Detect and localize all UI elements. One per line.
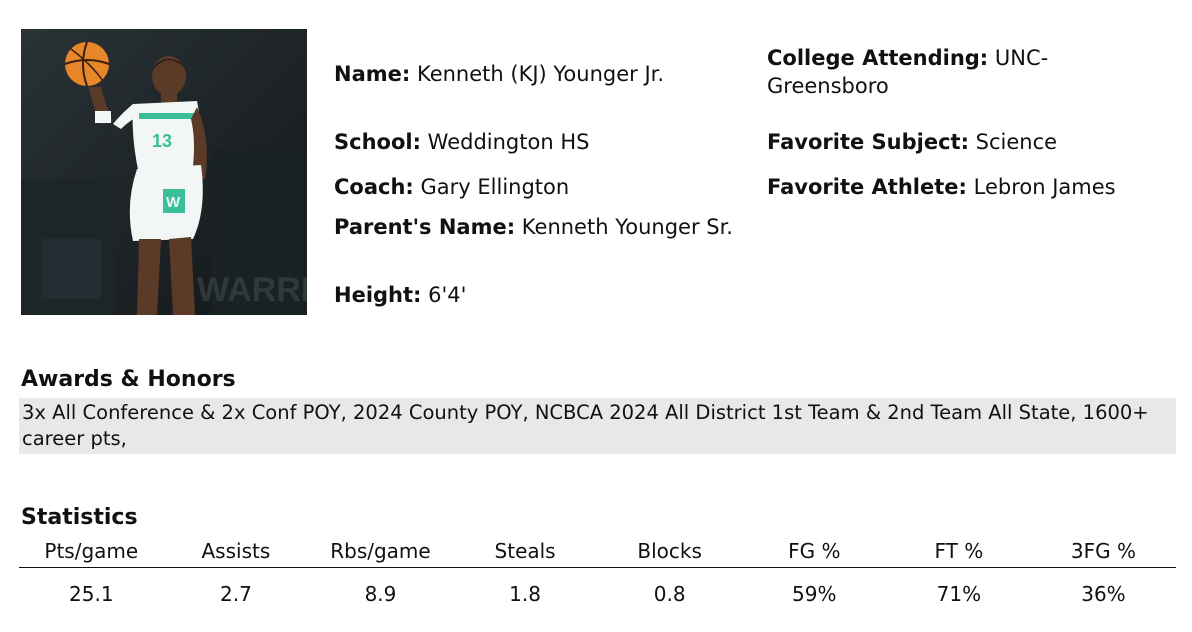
awards-title: Awards & Honors bbox=[21, 367, 236, 392]
stat-header-assists: Assists bbox=[201, 539, 271, 563]
stat-value-ft: 71% bbox=[936, 582, 982, 606]
stat-value-steals: 1.8 bbox=[509, 582, 541, 606]
svg-text:W: W bbox=[166, 194, 181, 211]
parent-name-field: Parent's Name: Kenneth Younger Sr. bbox=[334, 213, 734, 241]
coach-value: Gary Ellington bbox=[420, 175, 570, 199]
college-field: College Attending: UNC-Greensboro bbox=[767, 44, 1087, 100]
school-label: School: bbox=[334, 130, 421, 154]
statistics-table: Pts/game Assists Rbs/game Steals Blocks … bbox=[19, 535, 1176, 616]
player-photo: WARRI 13 W bbox=[21, 29, 307, 315]
height-field: Height: 6'4' bbox=[334, 281, 466, 309]
stat-header-blocks: Blocks bbox=[637, 539, 702, 563]
stat-header-rebounds: Rbs/game bbox=[330, 539, 431, 563]
college-value: UNC-Greensboro bbox=[767, 46, 1049, 98]
stat-value-fg: 59% bbox=[792, 582, 837, 606]
basketball-player-icon: WARRI 13 W bbox=[21, 29, 307, 315]
favorite-subject-field: Favorite Subject: Science bbox=[767, 128, 1057, 156]
school-value: Weddington HS bbox=[427, 130, 590, 154]
height-label: Height: bbox=[334, 283, 422, 307]
svg-text:WARRI: WARRI bbox=[197, 271, 307, 309]
stat-header-pts: Pts/game bbox=[44, 539, 139, 563]
favorite-subject-value: Science bbox=[975, 130, 1058, 154]
name-value: Kenneth (KJ) Younger Jr. bbox=[416, 62, 665, 86]
name-field: Name: Kenneth (KJ) Younger Jr. bbox=[334, 60, 664, 88]
statistics-value-row: 25.1 2.7 8.9 1.8 0.8 59% 71% 36% bbox=[19, 568, 1176, 616]
stat-value-rebounds: 8.9 bbox=[364, 582, 397, 606]
statistics-header-row: Pts/game Assists Rbs/game Steals Blocks … bbox=[19, 535, 1176, 567]
awards-text: 3x All Conference & 2x Conf POY, 2024 Co… bbox=[19, 398, 1176, 454]
stat-value-assists: 2.7 bbox=[219, 582, 252, 606]
stat-value-blocks: 0.8 bbox=[653, 582, 686, 606]
favorite-subject-label: Favorite Subject: bbox=[767, 130, 969, 154]
stat-header-ft: FT % bbox=[934, 539, 984, 563]
school-field: School: Weddington HS bbox=[334, 128, 589, 156]
stat-header-3fg: 3FG % bbox=[1070, 539, 1136, 563]
stat-header-fg: FG % bbox=[788, 539, 841, 563]
parent-name-label: Parent's Name: bbox=[334, 215, 516, 239]
coach-label: Coach: bbox=[334, 175, 414, 199]
statistics-title: Statistics bbox=[21, 505, 138, 530]
favorite-athlete-value: Lebron James bbox=[973, 175, 1116, 199]
height-value: 6'4' bbox=[428, 283, 467, 307]
parent-name-value: Kenneth Younger Sr. bbox=[521, 215, 733, 239]
college-label: College Attending: bbox=[767, 46, 989, 70]
stat-value-pts: 25.1 bbox=[69, 582, 114, 606]
stat-value-3fg: 36% bbox=[1081, 582, 1126, 606]
favorite-athlete-label: Favorite Athlete: bbox=[767, 175, 967, 199]
stat-header-steals: Steals bbox=[494, 539, 556, 563]
svg-text:13: 13 bbox=[152, 131, 172, 151]
statistics-divider bbox=[19, 567, 1176, 568]
coach-field: Coach: Gary Ellington bbox=[334, 173, 569, 201]
name-label: Name: bbox=[334, 62, 411, 86]
favorite-athlete-field: Favorite Athlete: Lebron James bbox=[767, 173, 1116, 201]
